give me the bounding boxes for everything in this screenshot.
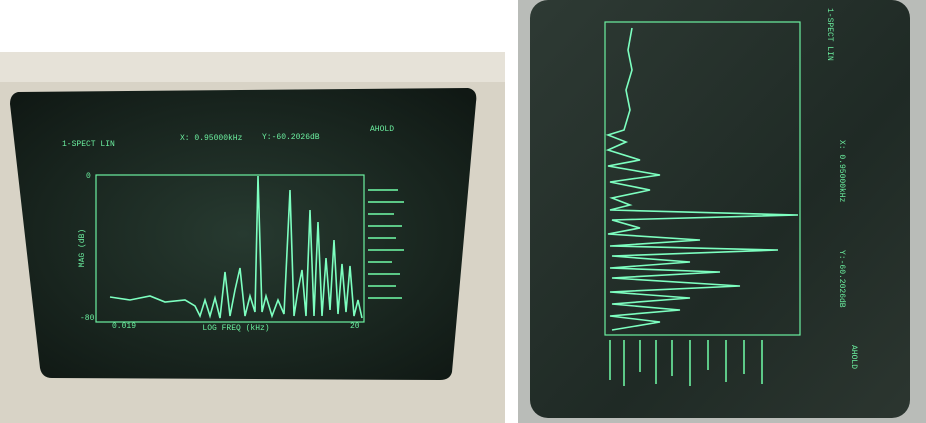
left-photo: 1-SPECT LIN X: 0.95000kHz Y:-60.2026dB A…	[0, 52, 505, 423]
hold-label: AHOLD	[849, 345, 858, 369]
x-readout: X: 0.95000kHz	[180, 134, 243, 143]
x-end-label: 20	[350, 322, 360, 331]
y-axis-label: MAG (dB)	[78, 229, 87, 267]
right-photo: X: 0.95000kHz Y:-60.2026dB AHOLD 1-SPECT…	[518, 0, 926, 423]
x-start-label: 0.019	[112, 322, 136, 331]
y-bottom-label: -80	[80, 314, 95, 323]
y-readout: Y:-60.2026dB	[262, 133, 320, 142]
bezel-top	[0, 52, 505, 82]
hold-label: AHOLD	[370, 125, 394, 134]
y-readout: Y:-60.2026dB	[837, 250, 846, 308]
x-axis-label: LOG FREQ (kHz)	[202, 324, 269, 333]
y-top-label: 0	[86, 172, 91, 181]
mode-label: 1-SPECT LIN	[62, 140, 115, 149]
x-readout: X: 0.95000kHz	[837, 140, 846, 203]
mode-label: 1-SPECT LIN	[825, 8, 834, 61]
photo-collage: 1-SPECT LIN X: 0.95000kHz Y:-60.2026dB A…	[0, 0, 926, 423]
